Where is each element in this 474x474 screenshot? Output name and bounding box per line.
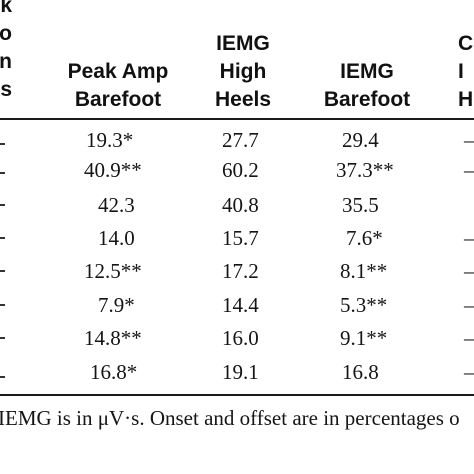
header-line: Heels [214,88,272,111]
header-cut-left: k o n s [0,0,12,104]
cell-peak-amp-barefoot: 19.3* [86,128,134,152]
cell-iemg-high-heels: 27.7 [222,128,259,152]
bottom-rule [0,394,474,396]
cell-peak-amp-barefoot: 40.9** [84,158,142,182]
cell-cut: – [464,158,474,182]
cell-cut: – [464,259,474,283]
cell-iemg-high-heels: 15.7 [222,226,259,250]
cell-iemg-barefoot: 9.1** [340,326,388,350]
cell-peak-amp-barefoot: 12.5** [84,259,142,283]
header-line: Peak Amp [67,60,169,83]
header-cut-line: n [0,50,12,73]
cell-peak-amp-barefoot: 16.8* [90,360,138,384]
header-line: IEMG [340,60,394,83]
cell-iemg-barefoot: 35.5 [342,193,379,217]
header-line: Barefoot [74,88,162,111]
cell-peak-amp-barefoot: 42.3 [98,193,135,217]
row-edge-mark [0,270,5,272]
cell-cut: – [464,128,474,152]
header-iemg-barefoot: IEMG Barefoot [312,58,422,114]
cell-iemg-barefoot: 7.6* [346,226,383,250]
cell-iemg-barefoot: 29.4 [342,128,379,152]
cell-iemg-high-heels: 14.4 [222,293,259,317]
row-edge-mark [0,376,5,378]
cell-cut: – [464,293,474,317]
cell-peak-amp-barefoot: 14.0 [98,226,135,250]
row-edge-mark [0,337,5,339]
cell-iemg-high-heels: 17.2 [222,259,259,283]
cell-iemg-barefoot: 5.3** [340,293,388,317]
header-cut-line: k [0,0,12,17]
header-iemg-high-heels: IEMG High Heels [198,30,288,114]
header-line: High [219,60,267,83]
header-line: IEMG [216,32,270,55]
cell-cut: – [464,326,474,350]
header-rule [0,118,474,120]
header-line: C [458,32,474,55]
cell-iemg-barefoot: 37.3** [336,158,394,182]
header-line: Barefoot [323,88,411,111]
row-edge-mark [0,204,5,206]
cell-iemg-high-heels: 40.8 [222,193,259,217]
row-edge-mark [0,304,5,306]
header-line: H [458,88,474,111]
cell-iemg-barefoot: 16.8 [342,360,379,384]
header-peak-amp-barefoot: Peak Amp Barefoot [48,58,188,114]
row-edge-mark [0,237,5,239]
header-cut-line: s [0,78,12,101]
row-edge-mark [0,143,5,145]
header-line: I [458,60,464,83]
cell-peak-amp-barefoot: 7.9* [98,293,135,317]
row-edge-mark [0,172,5,174]
table-footnote: IEMG is in μV·s. Onset and offset are in… [0,406,460,430]
cell-iemg-high-heels: 19.1 [222,360,259,384]
cell-cut: – [464,360,474,384]
cell-iemg-high-heels: 60.2 [222,158,259,182]
cell-iemg-barefoot: 8.1** [340,259,388,283]
header-cut-line: o [0,22,12,45]
header-cut-right: C I H [458,30,474,114]
cell-iemg-high-heels: 16.0 [222,326,259,350]
cell-peak-amp-barefoot: 14.8** [84,326,142,350]
cell-cut: – [464,226,474,250]
